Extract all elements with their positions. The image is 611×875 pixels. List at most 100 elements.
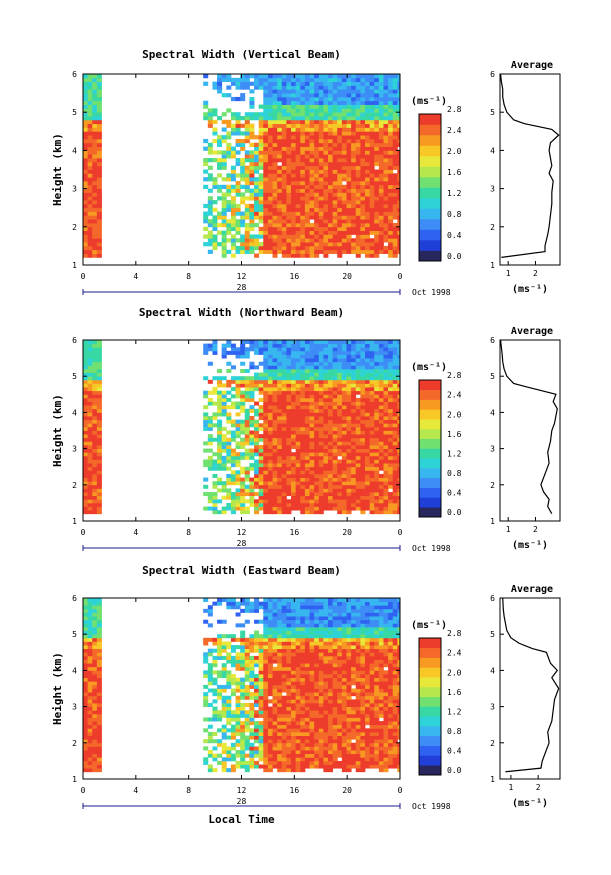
heatmap-cell [221, 158, 227, 163]
heatmap-cell [96, 340, 102, 345]
heatmap-cell [341, 502, 347, 507]
heatmap-cell [388, 423, 394, 428]
heatmap-cell [249, 116, 255, 121]
heatmap-cell [203, 158, 209, 163]
heatmap-cell [230, 169, 236, 174]
heatmap-cell [240, 211, 246, 216]
heatmap-cell [337, 430, 343, 435]
heatmap-cell [374, 412, 380, 417]
heatmap-cell [378, 419, 384, 424]
heatmap-cell [332, 138, 338, 144]
heatmap-cell [351, 165, 357, 170]
heatmap-cell [286, 506, 292, 511]
heatmap-cell [300, 463, 306, 468]
heatmap-cell [244, 416, 250, 421]
heatmap-cell [304, 455, 310, 460]
heatmap-cell [281, 154, 287, 159]
heatmap-cell [314, 249, 320, 254]
heatmap-cell [346, 502, 352, 507]
heatmap-cell [203, 169, 209, 174]
heatmap-cell [341, 211, 347, 216]
heatmap-cell [392, 158, 398, 163]
heatmap-cell [360, 361, 366, 366]
heatmap-cell [235, 81, 241, 86]
heatmap-cell [277, 238, 283, 243]
heatmap-cell [226, 230, 232, 235]
heatmap-cell [360, 350, 366, 355]
heatmap-cell [360, 470, 366, 475]
heatmap-cell [96, 211, 102, 216]
heatmap-cell [230, 605, 236, 610]
heatmap-cell [355, 340, 361, 345]
heatmap-cell [318, 226, 324, 232]
heatmap-cell [291, 192, 297, 197]
heatmap-cell [96, 652, 102, 657]
heatmap-cell [369, 93, 375, 98]
heatmap-cell [351, 477, 357, 482]
heatmap-cell [291, 131, 297, 136]
heatmap-cell [83, 401, 89, 406]
heatmap-cell [87, 416, 93, 421]
heatmap-cell [304, 215, 310, 220]
heatmap-cell [318, 488, 324, 493]
heatmap-cell [272, 408, 278, 413]
heatmap-cell [277, 666, 283, 671]
heatmap-cell [87, 495, 93, 500]
heatmap-cell [388, 376, 394, 381]
heatmap-cell [212, 343, 218, 348]
heatmap-cell [383, 419, 389, 424]
heatmap-cell [87, 238, 93, 243]
heatmap-cell [217, 161, 223, 167]
heatmap-cell [240, 177, 246, 182]
heatmap-cell [217, 641, 223, 646]
heatmap-cell [346, 108, 352, 113]
heatmap-cell [300, 437, 306, 442]
heatmap-cell [318, 238, 324, 243]
heatmap-cell [221, 154, 227, 159]
heatmap-cell [360, 165, 366, 170]
heatmap-cell [314, 85, 320, 90]
heatmap-cell [286, 441, 292, 446]
heatmap-cell [360, 459, 366, 464]
heatmap-cell [383, 347, 389, 352]
heatmap-cell [83, 713, 89, 718]
heatmap-cell [87, 605, 93, 610]
heatmap-cell [300, 238, 306, 243]
heatmap-cell [378, 89, 384, 94]
heatmap-cell [291, 502, 297, 507]
heatmap-cell [281, 354, 287, 359]
heatmap-cell [87, 200, 93, 205]
heatmap-cell [240, 630, 246, 635]
heatmap-cell [383, 368, 389, 373]
heatmap-cell [291, 394, 297, 399]
heatmap-cell [207, 717, 213, 722]
heatmap-cell [267, 142, 273, 147]
heatmap-cell [258, 444, 264, 449]
heatmap-cell [383, 142, 389, 147]
heatmap-cell [286, 242, 292, 247]
heatmap-cell [341, 397, 347, 402]
heatmap-cell [83, 470, 89, 475]
heatmap-cell [397, 150, 401, 155]
heatmap-cell [96, 390, 102, 395]
heatmap-cell [83, 760, 89, 765]
heatmap-cell [369, 502, 375, 507]
heatmap-cell [263, 739, 269, 744]
heatmap-cell [286, 253, 292, 258]
heatmap-cell [309, 138, 315, 144]
heatmap-cell [240, 146, 246, 151]
heatmap-cell [87, 154, 93, 159]
heatmap-cell [96, 455, 102, 460]
heatmap-cell [392, 455, 398, 460]
heatmap-cell [346, 211, 352, 216]
heatmap-cell [365, 131, 371, 136]
heatmap-cell [323, 89, 329, 94]
heatmap-cell [272, 123, 278, 128]
heatmap-cell [254, 188, 260, 193]
heatmap-cell [378, 408, 384, 413]
heatmap-cell [212, 81, 218, 86]
heatmap-cell [235, 226, 241, 232]
heatmap-cell [388, 89, 394, 94]
heatmap-cell [341, 488, 347, 493]
heatmap-cell [355, 484, 361, 489]
